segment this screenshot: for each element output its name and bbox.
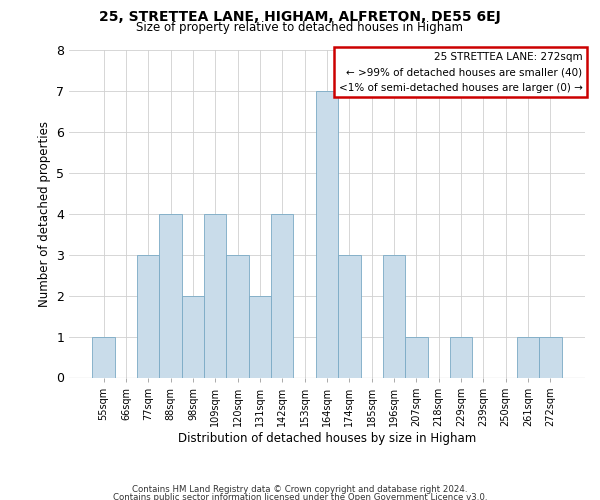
Bar [249, 296, 271, 378]
X-axis label: Distribution of detached houses by size in Higham: Distribution of detached houses by size … [178, 432, 476, 444]
Bar [338, 254, 361, 378]
Bar [92, 336, 115, 378]
Text: 25 STRETTEA LANE: 272sqm
← >99% of detached houses are smaller (40)
<1% of semi-: 25 STRETTEA LANE: 272sqm ← >99% of detac… [338, 52, 583, 93]
Bar [517, 336, 539, 378]
Bar [450, 336, 472, 378]
Bar [137, 254, 160, 378]
Text: 25, STRETTEA LANE, HIGHAM, ALFRETON, DE55 6EJ: 25, STRETTEA LANE, HIGHAM, ALFRETON, DE5… [99, 10, 501, 24]
Text: Size of property relative to detached houses in Higham: Size of property relative to detached ho… [137, 21, 464, 34]
Bar [226, 254, 249, 378]
Text: Contains HM Land Registry data © Crown copyright and database right 2024.: Contains HM Land Registry data © Crown c… [132, 485, 468, 494]
Bar [405, 336, 428, 378]
Bar [160, 214, 182, 378]
Bar [539, 336, 562, 378]
Bar [204, 214, 226, 378]
Bar [271, 214, 293, 378]
Bar [316, 91, 338, 378]
Text: Contains public sector information licensed under the Open Government Licence v3: Contains public sector information licen… [113, 492, 487, 500]
Bar [383, 254, 405, 378]
Y-axis label: Number of detached properties: Number of detached properties [38, 120, 50, 306]
Bar [182, 296, 204, 378]
